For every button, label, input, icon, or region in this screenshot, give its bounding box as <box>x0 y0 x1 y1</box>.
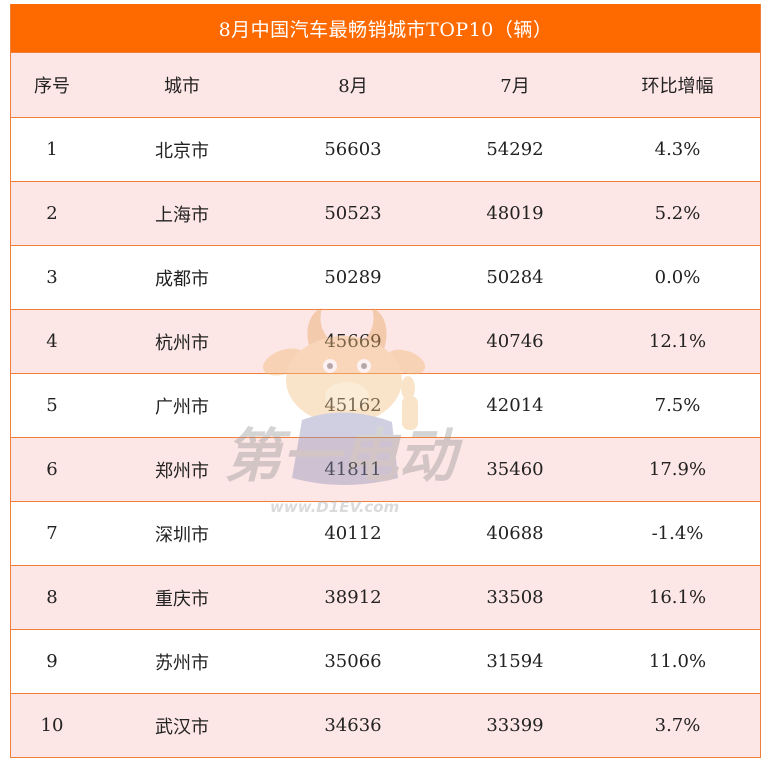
cell-aug: 40112 <box>324 523 382 544</box>
cell-mom: 0.0% <box>654 267 701 288</box>
cell-jul: 31594 <box>486 651 544 672</box>
cell-jul: 48019 <box>486 203 544 224</box>
cell-city: 郑州市 <box>155 460 209 482</box>
cell-city: 深圳市 <box>155 524 209 546</box>
cell-city: 苏州市 <box>155 652 209 674</box>
cell-rank: 1 <box>46 139 58 160</box>
cell-mom: 12.1% <box>648 331 707 352</box>
cell-city: 成都市 <box>155 268 209 290</box>
header-rank: 序号 <box>34 76 70 97</box>
cell-mom: 17.9% <box>648 459 707 480</box>
cell-aug: 35066 <box>324 651 382 672</box>
cell-jul: 50284 <box>486 267 544 288</box>
cell-mom: 11.0% <box>648 651 707 672</box>
table-title: 8月中国汽车最畅销城市TOP10（辆） <box>11 4 760 52</box>
cell-mom: 5.2% <box>654 203 701 224</box>
cell-aug: 50523 <box>324 203 382 224</box>
cell-jul: 54292 <box>486 139 544 160</box>
cell-rank: 5 <box>46 395 58 416</box>
cell-jul: 42014 <box>486 395 544 416</box>
cell-rank: 4 <box>46 331 58 352</box>
cell-rank: 8 <box>46 587 58 608</box>
cell-aug: 38912 <box>324 587 382 608</box>
cell-aug: 56603 <box>324 139 382 160</box>
cell-mom: -1.4% <box>651 523 704 544</box>
table-row: 10 武汉市 34636 33399 3.7% <box>11 693 760 757</box>
table-row: 4 杭州市 45669 40746 12.1% <box>11 309 760 373</box>
table-row: 9 苏州市 35066 31594 11.0% <box>11 629 760 693</box>
table-header-row: 序号 城市 8月 7月 环比增幅 <box>11 52 760 117</box>
cell-rank: 3 <box>46 267 58 288</box>
cell-aug: 45669 <box>324 331 382 352</box>
cell-aug: 50289 <box>324 267 382 288</box>
table-row: 2 上海市 50523 48019 5.2% <box>11 181 760 245</box>
cell-rank: 9 <box>46 651 58 672</box>
table-row: 1 北京市 56603 54292 4.3% <box>11 117 760 181</box>
table-row: 7 深圳市 40112 40688 -1.4% <box>11 501 760 565</box>
cell-rank: 7 <box>46 523 58 544</box>
header-city: 城市 <box>164 76 200 97</box>
cell-city: 杭州市 <box>155 332 209 354</box>
cell-mom: 16.1% <box>648 587 707 608</box>
cell-jul: 40688 <box>486 523 544 544</box>
cell-jul: 33508 <box>486 587 544 608</box>
header-mom: 环比增幅 <box>641 76 714 97</box>
header-aug: 8月 <box>338 76 368 97</box>
cell-mom: 3.7% <box>654 715 701 736</box>
cell-aug: 41811 <box>324 459 382 480</box>
cell-jul: 33399 <box>486 715 544 736</box>
sales-table: 8月中国汽车最畅销城市TOP10（辆） 序号 城市 8月 7月 环比增幅 1 北… <box>10 4 761 758</box>
cell-aug: 34636 <box>324 715 382 736</box>
cell-city: 武汉市 <box>155 716 209 738</box>
table-row: 8 重庆市 38912 33508 16.1% <box>11 565 760 629</box>
cell-rank: 2 <box>46 203 58 224</box>
table-row: 6 郑州市 41811 35460 17.9% <box>11 437 760 501</box>
table-row: 5 广州市 45162 42014 7.5% <box>11 373 760 437</box>
cell-rank: 6 <box>46 459 58 480</box>
cell-mom: 4.3% <box>654 139 701 160</box>
header-jul: 7月 <box>500 76 530 97</box>
cell-city: 北京市 <box>155 140 209 162</box>
cell-jul: 35460 <box>486 459 544 480</box>
cell-aug: 45162 <box>324 395 382 416</box>
cell-jul: 40746 <box>486 331 544 352</box>
cell-city: 广州市 <box>155 396 209 418</box>
cell-city: 上海市 <box>155 204 209 226</box>
cell-city: 重庆市 <box>155 588 209 610</box>
cell-mom: 7.5% <box>654 395 701 416</box>
table-row: 3 成都市 50289 50284 0.0% <box>11 245 760 309</box>
cell-rank: 10 <box>40 715 64 736</box>
